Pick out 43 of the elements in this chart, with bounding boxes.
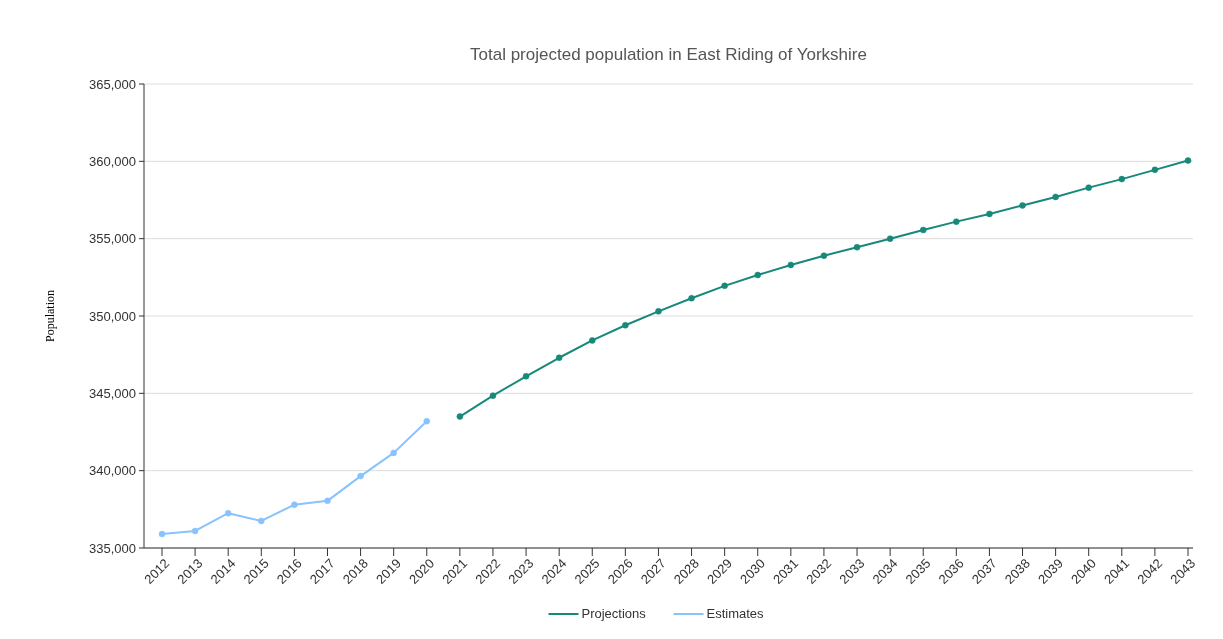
y-tick-label: 345,000 <box>89 385 136 401</box>
point <box>886 235 894 242</box>
point <box>986 210 993 218</box>
point <box>555 354 563 362</box>
point <box>1085 184 1092 191</box>
y-axis-title: Population <box>43 289 57 343</box>
point <box>1184 157 1192 164</box>
point <box>853 243 861 251</box>
y-tick-label: 360,000 <box>89 153 136 169</box>
point <box>721 282 728 290</box>
point <box>1118 175 1126 183</box>
y-tick-label: 350,000 <box>89 308 136 324</box>
point <box>622 322 629 329</box>
point <box>1019 202 1026 209</box>
point <box>688 294 695 302</box>
point <box>423 417 431 425</box>
point <box>1052 193 1059 201</box>
point <box>953 218 960 225</box>
point <box>522 373 530 380</box>
point <box>787 261 795 269</box>
legend-label: Estimates <box>706 606 765 621</box>
y-tick-label: 355,000 <box>89 231 136 247</box>
y-tick-label: 365,000 <box>89 76 136 92</box>
point <box>357 472 364 480</box>
point <box>655 308 662 315</box>
point <box>754 271 761 279</box>
point <box>258 517 265 525</box>
legend-label: Projections <box>581 606 647 621</box>
point <box>390 449 397 457</box>
point <box>224 509 232 517</box>
y-tick-label: 340,000 <box>89 463 136 479</box>
point <box>589 337 596 344</box>
y-tick-label: 335,000 <box>89 540 136 556</box>
point <box>191 527 199 535</box>
point <box>489 392 497 399</box>
point <box>324 497 331 505</box>
point <box>919 226 927 234</box>
point <box>158 530 166 538</box>
point <box>1151 166 1159 174</box>
chart-title: Total projected population in East Riding of Yorkshire <box>470 45 867 64</box>
point <box>820 252 828 259</box>
point <box>456 413 464 420</box>
point <box>291 501 298 508</box>
